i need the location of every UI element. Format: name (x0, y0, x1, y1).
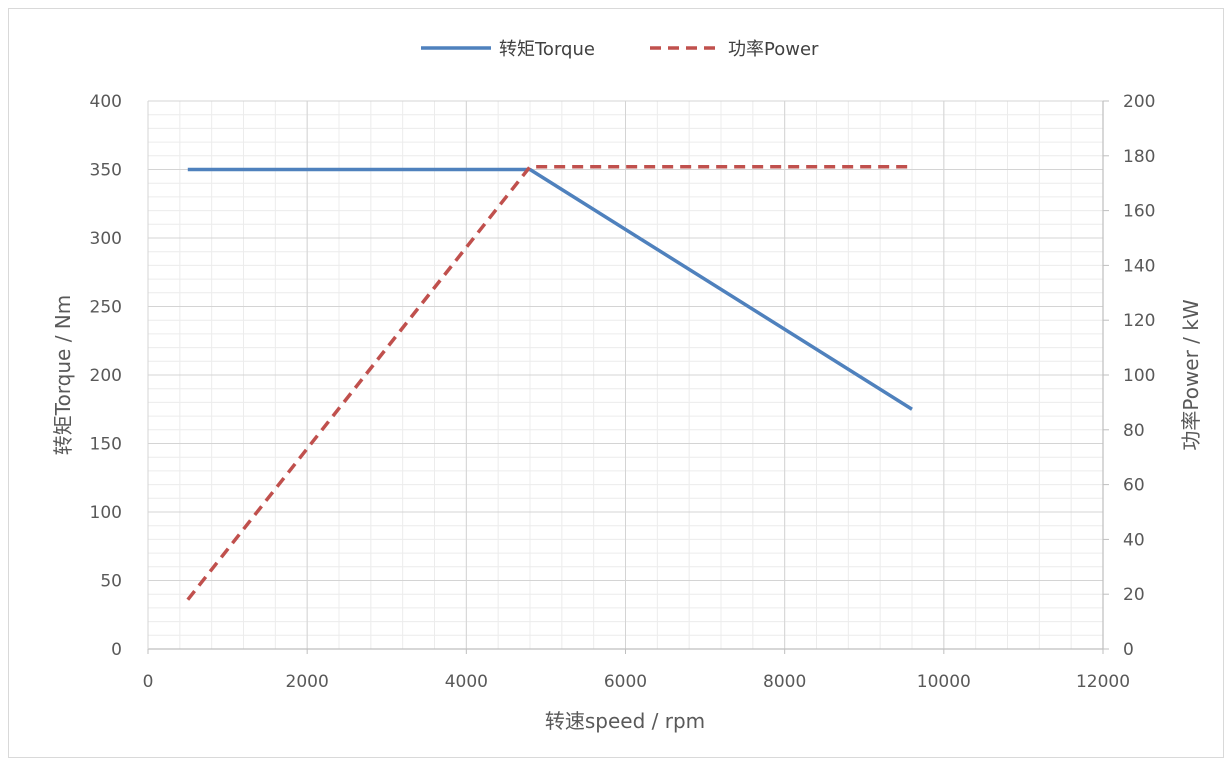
x-tick-labels: 0 2000 4000 6000 8000 10000 12000 (143, 672, 1130, 692)
x-tick-label: 10000 (917, 672, 971, 692)
y-tick-label: 0 (111, 640, 122, 660)
axes (147, 100, 1109, 654)
y2-tick-label: 140 (1123, 256, 1155, 276)
y2-tick-label: 60 (1123, 476, 1145, 496)
y-tick-label: 50 (100, 572, 122, 592)
y-tick-labels: 0 50 100 150 200 250 300 350 400 (90, 92, 122, 660)
x-tick-label: 6000 (604, 672, 647, 692)
x-tick-label: 4000 (445, 672, 488, 692)
y-tick-label: 250 (90, 298, 122, 318)
x-axis-title: 转速speed / rpm (545, 709, 705, 733)
y2-tick-label: 160 (1123, 202, 1155, 222)
y2-tick-label: 40 (1123, 530, 1145, 550)
y-tick-label: 150 (90, 435, 122, 455)
y2-tick-label: 100 (1123, 366, 1155, 386)
y-tick-label: 100 (90, 503, 122, 523)
x-tick-label: 2000 (286, 672, 329, 692)
y-tick-label: 400 (90, 92, 122, 112)
x-tick-label: 0 (143, 672, 154, 692)
power-series-line (186, 165, 912, 601)
legend-label-power: 功率Power (728, 39, 819, 60)
y2-tick-label: 80 (1123, 421, 1145, 441)
legend-label-torque: 转矩Torque (499, 39, 595, 60)
y2-tick-label: 20 (1123, 585, 1145, 605)
y2-tick-labels: 0 20 40 60 80 100 120 140 160 180 200 (1123, 92, 1155, 660)
chart-frame (8, 8, 1224, 758)
y-tick-label: 300 (90, 229, 122, 249)
y2-tick-label: 0 (1123, 640, 1134, 660)
y2-tick-label: 180 (1123, 147, 1155, 167)
torque-series-line (187, 167, 913, 411)
x-tick-label: 8000 (763, 672, 806, 692)
y-axis-title: 转矩Torque / Nm (51, 295, 75, 456)
y2-axis-title: 功率Power / kW (1179, 299, 1203, 451)
series-lines (186, 165, 913, 601)
x-tick-label: 12000 (1076, 672, 1130, 692)
y-tick-label: 350 (90, 161, 122, 181)
y-tick-label: 200 (90, 366, 122, 386)
y2-tick-label: 120 (1123, 311, 1155, 331)
legend: 转矩Torque 功率Power (421, 39, 819, 60)
y2-tick-label: 200 (1123, 92, 1155, 112)
